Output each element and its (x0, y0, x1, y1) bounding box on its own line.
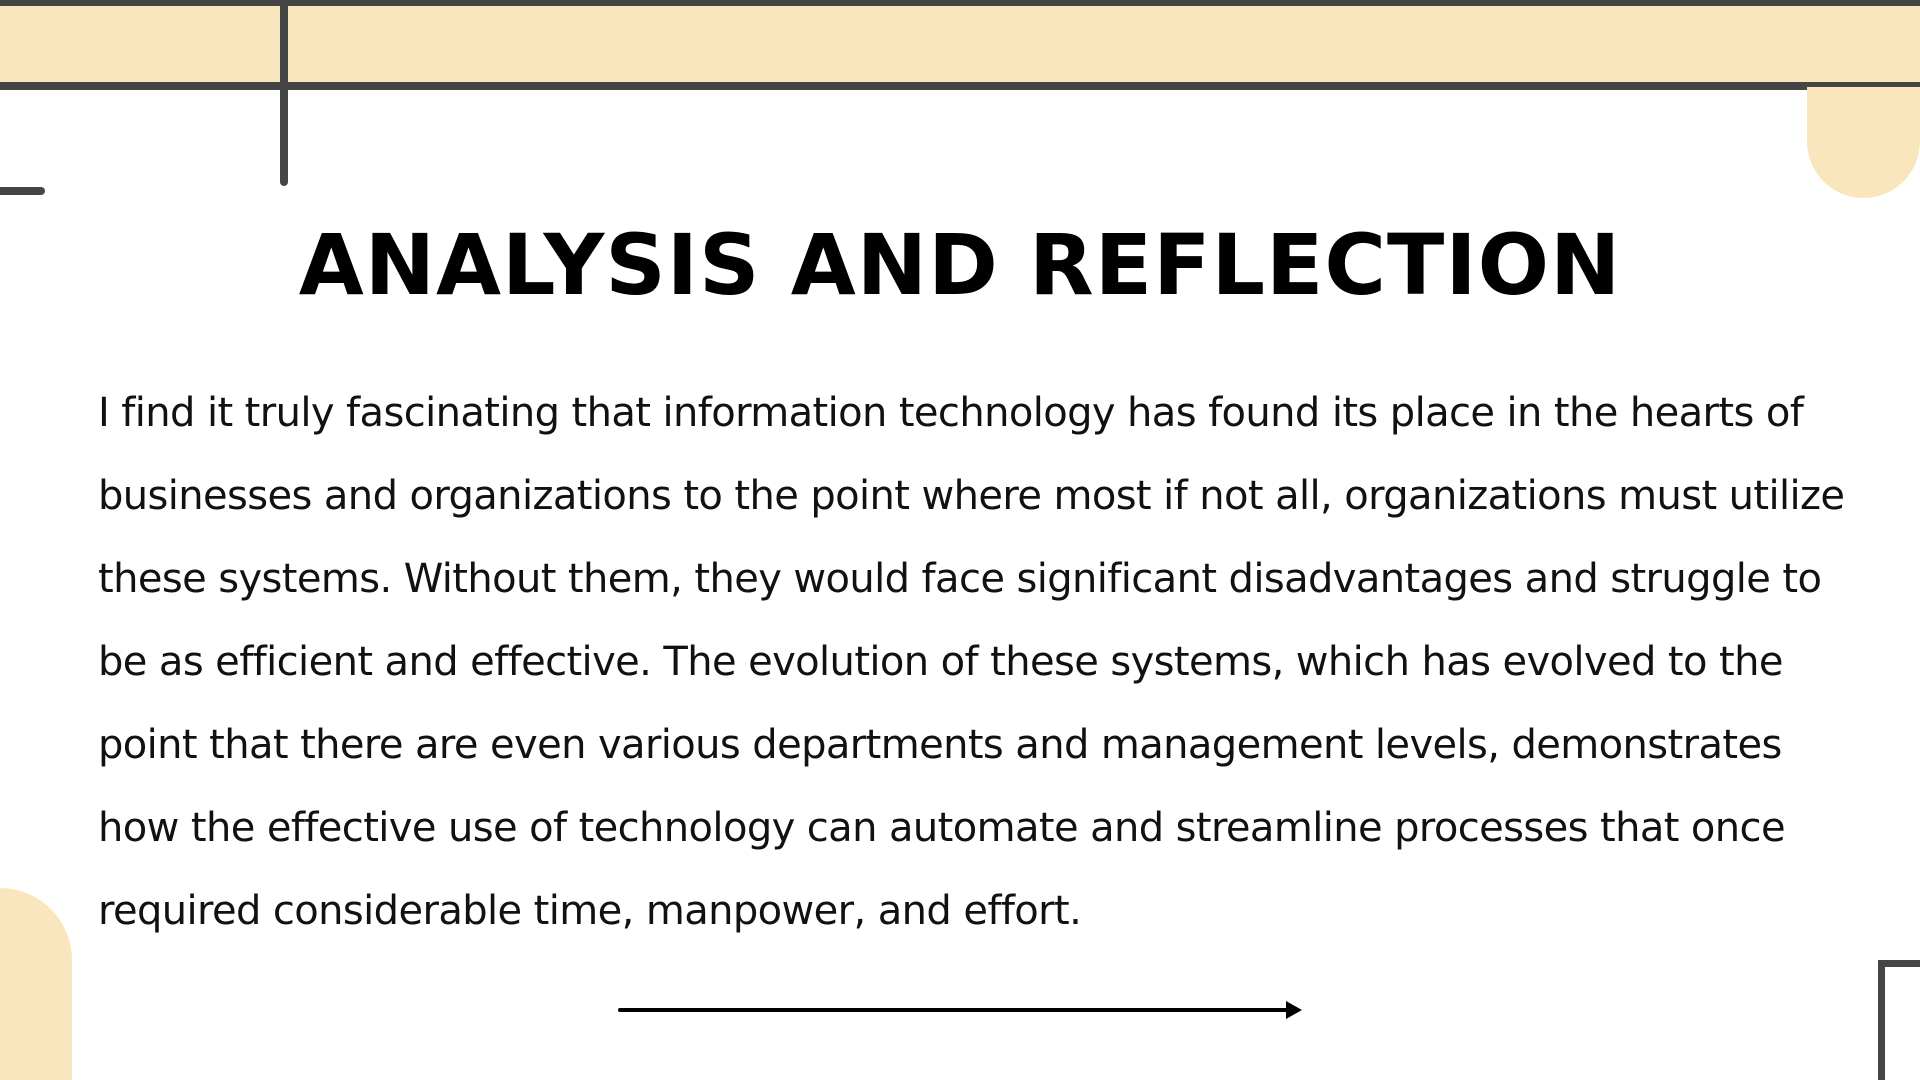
top-border-line (0, 0, 1920, 6)
bottom-right-decorative-frame (1878, 960, 1920, 1080)
band-divider-line (0, 82, 1920, 90)
top-right-decorative-shape (1807, 87, 1920, 198)
left-decorative-tick (0, 187, 45, 195)
arrow-right-icon[interactable] (618, 994, 1304, 1026)
slide-body-text: I find it truly fascinating that informa… (98, 372, 1858, 953)
vertical-decorative-line (280, 0, 288, 186)
top-decorative-band (0, 0, 1920, 87)
bottom-left-decorative-shape (0, 888, 72, 1080)
slide-title: ANALYSIS AND REFLECTION (0, 215, 1920, 315)
